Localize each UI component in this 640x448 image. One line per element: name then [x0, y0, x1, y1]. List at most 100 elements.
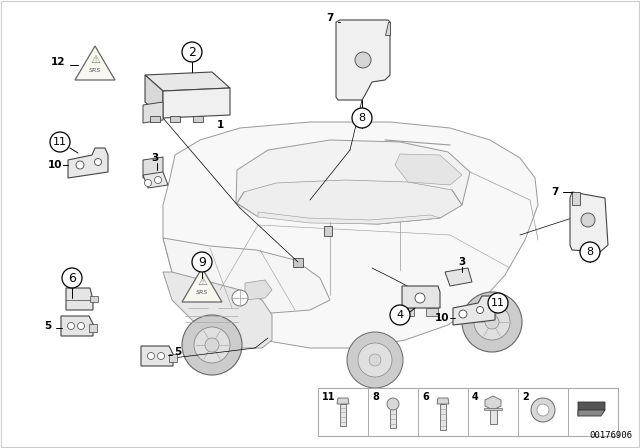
Text: 6: 6 [422, 392, 429, 402]
Polygon shape [337, 398, 349, 404]
Polygon shape [485, 396, 501, 410]
Circle shape [147, 353, 154, 359]
Polygon shape [163, 238, 330, 313]
Circle shape [459, 310, 467, 318]
Polygon shape [336, 20, 390, 100]
Circle shape [67, 323, 74, 329]
Circle shape [358, 343, 392, 377]
Polygon shape [237, 180, 462, 224]
Text: 7: 7 [551, 187, 559, 197]
Bar [318, 388, 618, 436]
Polygon shape [89, 324, 97, 332]
Polygon shape [163, 272, 272, 348]
Text: 11: 11 [53, 137, 67, 147]
Bar [426, 308, 438, 316]
Circle shape [485, 315, 499, 329]
Circle shape [581, 213, 595, 227]
Bar [170, 116, 180, 122]
Polygon shape [145, 75, 163, 118]
Circle shape [76, 161, 84, 169]
Polygon shape [293, 258, 303, 267]
Circle shape [182, 42, 202, 62]
Circle shape [369, 354, 381, 366]
Polygon shape [385, 22, 390, 35]
Text: 00176906: 00176906 [589, 431, 632, 440]
Text: 8: 8 [586, 247, 593, 257]
Polygon shape [143, 157, 163, 178]
Text: 6: 6 [68, 271, 76, 284]
Text: ⚠: ⚠ [197, 277, 207, 287]
Circle shape [580, 242, 600, 262]
Polygon shape [453, 296, 495, 325]
Text: 5: 5 [44, 321, 52, 331]
Circle shape [531, 398, 555, 422]
Polygon shape [182, 268, 222, 302]
Bar [90, 296, 98, 302]
Text: 3: 3 [152, 153, 159, 163]
Text: 12: 12 [51, 57, 65, 67]
Circle shape [477, 306, 483, 314]
Polygon shape [437, 398, 449, 404]
Bar [390, 406, 396, 428]
Polygon shape [163, 122, 538, 348]
Circle shape [192, 252, 212, 272]
Circle shape [387, 398, 399, 410]
Text: SRS: SRS [89, 68, 101, 73]
Circle shape [194, 327, 230, 363]
Circle shape [154, 177, 161, 184]
Circle shape [182, 315, 242, 375]
Text: 9: 9 [198, 255, 206, 268]
Polygon shape [143, 172, 168, 188]
Polygon shape [572, 192, 580, 205]
Circle shape [390, 305, 410, 325]
Circle shape [77, 323, 84, 329]
Circle shape [488, 293, 508, 313]
Circle shape [462, 292, 522, 352]
Text: 1: 1 [216, 120, 223, 130]
Bar [340, 404, 346, 426]
Polygon shape [169, 354, 177, 362]
Polygon shape [145, 72, 230, 91]
Bar [402, 308, 414, 316]
Text: 4: 4 [396, 310, 404, 320]
Text: 2: 2 [522, 392, 529, 402]
Text: 5: 5 [174, 347, 182, 357]
Polygon shape [570, 192, 608, 252]
Text: 11: 11 [322, 392, 335, 402]
Polygon shape [61, 316, 93, 336]
Polygon shape [245, 280, 272, 300]
Polygon shape [75, 46, 115, 80]
Bar [440, 404, 446, 430]
Polygon shape [258, 212, 440, 224]
Text: ⚠: ⚠ [90, 55, 100, 65]
Text: 4: 4 [472, 392, 479, 402]
Circle shape [145, 180, 152, 186]
Text: 8: 8 [358, 113, 365, 123]
Text: 7: 7 [326, 13, 333, 23]
Text: 10: 10 [435, 313, 449, 323]
Polygon shape [578, 402, 605, 416]
Text: SRS: SRS [196, 289, 208, 294]
Circle shape [352, 108, 372, 128]
Circle shape [95, 159, 102, 165]
Polygon shape [484, 408, 502, 410]
Polygon shape [402, 286, 440, 308]
Polygon shape [68, 148, 108, 178]
Bar [150, 116, 160, 122]
Bar [490, 404, 497, 424]
Polygon shape [66, 288, 93, 310]
Text: 11: 11 [491, 298, 505, 308]
Circle shape [205, 338, 219, 352]
Circle shape [62, 268, 82, 288]
Circle shape [415, 293, 425, 303]
Polygon shape [445, 268, 472, 286]
Text: 3: 3 [458, 257, 466, 267]
Circle shape [347, 332, 403, 388]
Polygon shape [163, 88, 230, 118]
Circle shape [157, 353, 164, 359]
Bar [193, 116, 203, 122]
Circle shape [537, 404, 549, 416]
Text: 2: 2 [188, 46, 196, 59]
Polygon shape [395, 154, 462, 185]
Text: 8: 8 [372, 392, 379, 402]
